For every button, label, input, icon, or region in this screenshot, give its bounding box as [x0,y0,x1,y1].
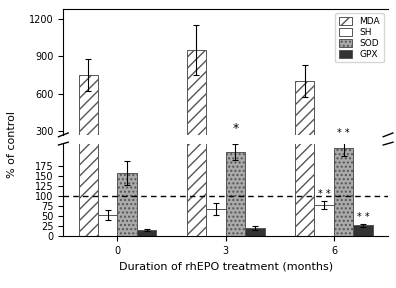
Bar [354,225,373,236]
Bar [137,230,156,236]
Bar [334,148,354,236]
Bar [118,173,137,236]
Text: * *: * * [357,212,369,222]
Legend: MDA, SH, SOD, GPX: MDA, SH, SOD, GPX [335,13,384,62]
Bar [118,149,137,168]
Text: * *: * * [337,128,350,138]
X-axis label: Duration of rhEPO treatment (months): Duration of rhEPO treatment (months) [119,262,333,271]
Bar [314,159,334,168]
Bar [98,215,118,236]
Text: % of control: % of control [7,111,17,177]
Bar [314,205,334,236]
Bar [187,50,206,168]
Bar [226,152,245,236]
Bar [137,167,156,168]
Bar [295,0,314,236]
Bar [78,0,98,236]
Bar [245,228,265,236]
Bar [206,160,226,168]
Text: *: * [232,122,238,135]
Bar [78,75,98,168]
Bar [295,81,314,168]
Bar [206,209,226,236]
Text: * *: * * [318,189,331,199]
Bar [226,142,245,168]
Bar [354,165,373,168]
Bar [187,0,206,236]
Bar [245,166,265,168]
Bar [334,141,354,168]
Bar [98,162,118,168]
